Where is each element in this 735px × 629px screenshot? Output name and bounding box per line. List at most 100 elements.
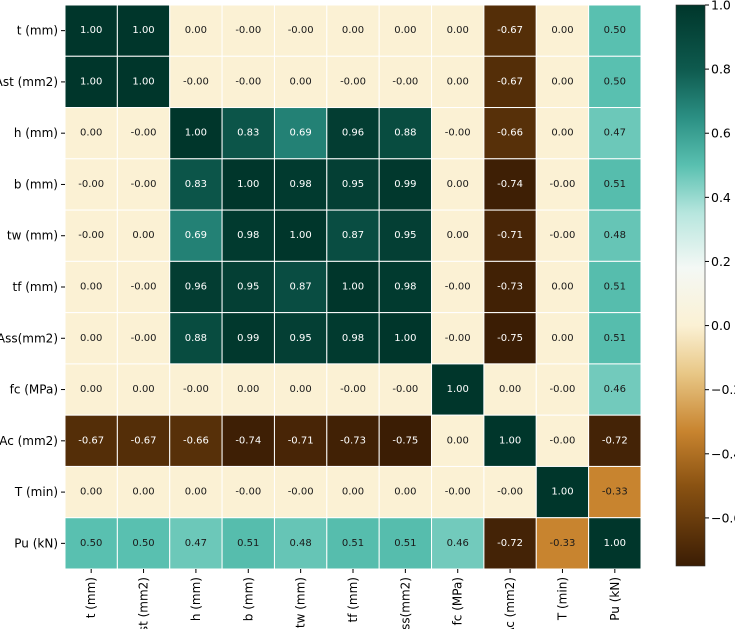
y-tick-label: Ast (mm2): [0, 75, 58, 89]
cell-value-label: 0.00: [394, 25, 416, 36]
cell-value-label: 0.00: [80, 282, 102, 293]
cell-value-label: -0.00: [78, 179, 104, 190]
cell-value-label: 0.51: [342, 538, 364, 549]
cell-value-label: -0.72: [497, 538, 523, 549]
cell-value-label: 0.51: [394, 538, 416, 549]
cell-value-label: -0.74: [235, 435, 261, 446]
cell-value-label: 0.00: [342, 487, 364, 498]
heatmap-cell: [64, 465, 118, 519]
colorbar-tick-label: 0.6: [711, 126, 731, 141]
heatmap-cell: [64, 55, 118, 109]
heatmap-cell: [169, 517, 223, 570]
heatmap-cells: 1.00 1.00 0.00 -0.00 -0.00 0.00 0.00 0.00 -0.67 0…: [64, 4, 642, 570]
cell-value-label: 0.00: [551, 76, 573, 87]
heatmap-cell: [64, 260, 118, 314]
cell-value-label: 0.95: [290, 333, 312, 344]
heatmap-cell: [588, 414, 642, 467]
cell-value-label: 1.00: [80, 25, 102, 36]
heatmap-cell: [588, 465, 642, 519]
cell-value-label: 0.00: [80, 487, 102, 498]
y-tick-labels: t (mm) Ast (mm2) h (mm) b (mm) tw (mm) tf (mm…: [0, 24, 65, 550]
cell-value-label: 0.51: [237, 538, 259, 549]
x-tick-label: h (mm): [189, 577, 203, 621]
cell-value-label: 0.00: [394, 487, 416, 498]
cell-value-label: 0.51: [604, 282, 626, 293]
heatmap-cell: [588, 363, 642, 416]
cell-value-label: 0.00: [185, 25, 207, 36]
cell-value-label: 0.00: [185, 487, 207, 498]
y-tick-label: tw (mm): [7, 229, 58, 243]
heatmap-cell: [221, 158, 275, 211]
cell-value-label: 0.96: [185, 282, 207, 293]
cell-value-label: 0.00: [342, 25, 364, 36]
cell-value-label: -0.67: [497, 25, 523, 36]
cell-value-label: 0.88: [185, 333, 207, 344]
cell-value-label: 1.00: [394, 333, 416, 344]
y-tick-label: Ass(mm2): [0, 331, 58, 345]
cell-value-label: -0.72: [602, 435, 628, 446]
cell-value-label: 1.00: [237, 179, 259, 190]
x-tick-label: T (min): [555, 577, 569, 621]
cell-value-label: 0.00: [132, 384, 154, 395]
heatmap-cell: [169, 209, 223, 262]
cell-value-label: 0.00: [132, 487, 154, 498]
heatmap-cell: [483, 158, 537, 211]
cell-value-label: -0.00: [445, 282, 471, 293]
heatmap-cell: [169, 55, 223, 109]
cell-value-label: -0.00: [131, 333, 157, 344]
cell-value-label: 0.98: [290, 179, 312, 190]
cell-value-label: -0.73: [497, 282, 523, 293]
cell-value-label: 0.00: [80, 333, 102, 344]
colorbar-tick-label: −0.2: [711, 382, 735, 397]
heatmap-cell: [431, 517, 485, 570]
colorbar-tick-label: −0.6: [711, 510, 735, 525]
cell-value-label: 0.00: [290, 384, 312, 395]
cell-value-label: 0.95: [342, 179, 364, 190]
heatmap-cell: [326, 517, 380, 570]
y-tick-label: Pu (kN): [14, 536, 58, 550]
heatmap-cell: [535, 414, 590, 467]
heatmap-cell: [483, 465, 537, 519]
colorbar: 1.0 0.8 0.6 0.4 0.2 0.0 −0.2 −0.4 −0.6: [675, 0, 735, 567]
cell-value-label: 0.00: [132, 230, 154, 241]
cell-value-label: -0.75: [392, 435, 418, 446]
cell-value-label: 0.51: [604, 333, 626, 344]
heatmap-cell: [116, 363, 171, 416]
heatmap-cell: [326, 465, 380, 519]
heatmap-cell: [169, 414, 223, 467]
cell-value-label: 0.88: [394, 128, 416, 139]
cell-value-label: -0.00: [550, 179, 576, 190]
cell-value-label: 0.69: [185, 230, 207, 241]
cell-value-label: 0.99: [237, 333, 259, 344]
heatmap-cell: [326, 363, 380, 416]
cell-value-label: -0.66: [497, 128, 523, 139]
cell-value-label: -0.00: [235, 25, 261, 36]
x-tick-label: Pu (kN): [608, 577, 622, 621]
y-tick-label: h (mm): [14, 126, 58, 140]
heatmap-cell: [326, 4, 380, 57]
cell-value-label: -0.00: [340, 76, 366, 87]
cell-value-label: -0.00: [131, 179, 157, 190]
cell-value-label: -0.00: [288, 25, 314, 36]
cell-value-label: -0.00: [78, 230, 104, 241]
cell-value-label: 1.00: [551, 487, 573, 498]
cell-value-label: -0.71: [497, 230, 523, 241]
cell-value-label: 0.95: [394, 230, 416, 241]
y-tick-label: b (mm): [14, 177, 58, 191]
colorbar-tick-label: 0.8: [711, 62, 731, 77]
cell-value-label: -0.33: [550, 538, 576, 549]
heatmap-cell: [116, 209, 171, 262]
cell-value-label: 1.00: [499, 435, 521, 446]
heatmap-cell: [273, 517, 328, 570]
heatmap-cell: [326, 158, 380, 211]
heatmap-cell: [169, 158, 223, 211]
cell-value-label: -0.00: [445, 487, 471, 498]
cell-value-label: 0.98: [342, 333, 364, 344]
heatmap-cell: [64, 107, 118, 160]
cell-value-label: 0.47: [604, 128, 626, 139]
cell-value-label: 0.00: [551, 333, 573, 344]
cell-value-label: 0.00: [80, 128, 102, 139]
cell-value-label: 0.00: [237, 384, 259, 395]
heatmap-cell: [378, 312, 433, 365]
